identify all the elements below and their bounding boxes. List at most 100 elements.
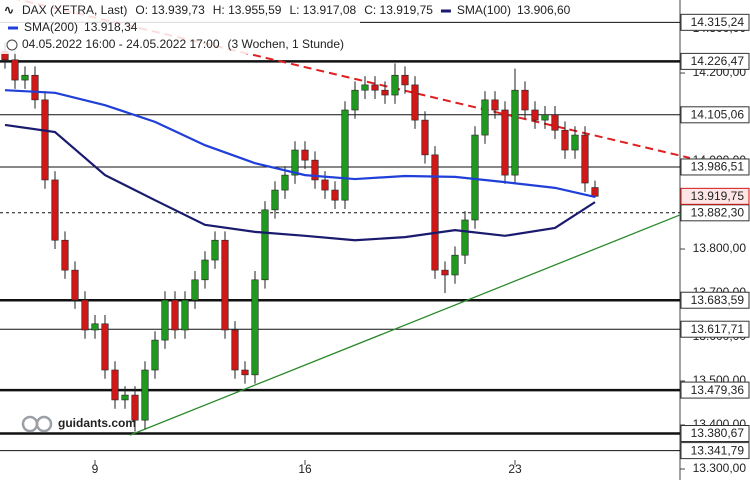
level-label: 13.986,51 <box>691 160 745 174</box>
level-label: 14.315,24 <box>691 15 745 29</box>
candle-body <box>271 189 279 211</box>
candle-body <box>511 89 519 176</box>
candle-body <box>301 149 309 161</box>
x-tick-label: 16 <box>298 462 312 476</box>
x-tick-label: 23 <box>508 462 522 476</box>
candle-body <box>51 179 59 241</box>
candle-body <box>11 59 19 81</box>
candle-body <box>341 109 349 201</box>
candle-body <box>211 239 219 261</box>
x-tick-label: 9 <box>92 462 99 476</box>
level-label: 13.380,67 <box>691 426 745 440</box>
level-label: 13.341,79 <box>691 443 745 457</box>
candle-body <box>541 114 549 121</box>
candle-body <box>141 369 149 421</box>
candle-body <box>151 339 159 371</box>
candle-body <box>121 394 129 401</box>
candle-body <box>71 269 79 301</box>
level-label-box <box>680 291 750 309</box>
candle-body <box>171 299 179 331</box>
candle-body <box>501 109 509 176</box>
candle-body <box>351 89 359 111</box>
candle-body <box>241 369 249 376</box>
candle-body <box>101 323 109 371</box>
level-label: 13.882,30 <box>691 205 745 219</box>
ohlc-value: C: 13.919,75 <box>364 3 433 17</box>
candle-body <box>571 134 579 151</box>
instrument: DAX (XETRA, Last) <box>22 3 127 17</box>
level-label-box <box>680 13 750 31</box>
level-label-box <box>680 320 750 338</box>
candle-body <box>231 329 239 371</box>
candle-body <box>461 219 469 256</box>
level-label-box <box>680 158 750 176</box>
level-label: 13.683,59 <box>691 293 745 307</box>
candle-body <box>181 299 189 331</box>
y-tick-label: 13.300,00 <box>693 461 747 475</box>
candle-body <box>471 134 479 221</box>
level-label-box <box>680 106 750 124</box>
candle-body <box>381 89 389 96</box>
trend-line <box>129 212 686 436</box>
candle-body <box>31 74 39 101</box>
candle-body <box>551 114 559 131</box>
candle-body <box>21 74 29 81</box>
candle-body <box>491 99 499 111</box>
y-tick-label: 13.800,00 <box>693 241 747 255</box>
candle-body <box>521 89 529 111</box>
candle-body <box>291 149 299 176</box>
candle-body <box>201 259 209 281</box>
level-label: 14.226,47 <box>691 54 745 68</box>
candle-body <box>191 279 199 301</box>
candle-body <box>411 84 419 121</box>
candle-body <box>331 189 339 201</box>
level-label: 13.617,71 <box>691 322 745 336</box>
candle-body <box>41 99 49 181</box>
logo-ring <box>35 415 53 433</box>
candle-body <box>311 159 319 181</box>
level-label-box <box>680 425 750 443</box>
candle-body <box>251 279 259 376</box>
level-label-box <box>680 52 750 70</box>
candle-body <box>161 299 169 341</box>
level-label-box <box>680 381 750 399</box>
candle-body <box>131 394 139 421</box>
candle-body <box>321 179 329 191</box>
span: (3 Wochen, 1 Stunde) <box>228 37 345 51</box>
ohlc-value: H: 13.955,59 <box>213 3 282 17</box>
candle-body <box>111 369 119 401</box>
last-price-label: 13.919,75 <box>691 189 745 203</box>
candle-body <box>591 187 599 197</box>
candle-body <box>421 119 429 156</box>
overlay: 14.315,24 14.226,47 14.105,06 13.986,51 13.8… <box>0 0 750 460</box>
header-bg <box>0 0 360 54</box>
sma-line <box>4 89 596 199</box>
legend-value: 13.918,34 <box>84 20 138 34</box>
candle-body <box>531 109 539 121</box>
clock-icon <box>6 39 18 51</box>
period: 04.05.2022 16:00 - 24.05.2022 17:00 <box>22 37 220 51</box>
legend-name: SMA(200) <box>24 20 78 34</box>
candle-body <box>371 84 379 91</box>
level-label: 14.105,06 <box>691 107 745 121</box>
watermark: guidants.com <box>58 416 136 430</box>
candle-body <box>361 84 369 91</box>
last-price-box <box>680 187 750 205</box>
candle-body <box>261 209 269 281</box>
legend-value: 13.906,60 <box>517 3 571 17</box>
candle-body <box>81 299 89 331</box>
candle-body <box>91 323 99 331</box>
candle-body <box>221 239 229 331</box>
ohlc-value: O: 13.939,73 <box>135 3 205 17</box>
candle-body <box>451 254 459 276</box>
candle-body <box>61 239 69 271</box>
sma-line <box>4 123 596 242</box>
candle-body <box>391 74 399 96</box>
ohlc-value: L: 13.917,08 <box>289 3 356 17</box>
level-label-box <box>680 442 750 460</box>
candle-body <box>441 269 449 276</box>
candle-body <box>481 99 489 136</box>
level-label: 13.479,36 <box>691 383 745 397</box>
candle-body <box>561 129 569 151</box>
